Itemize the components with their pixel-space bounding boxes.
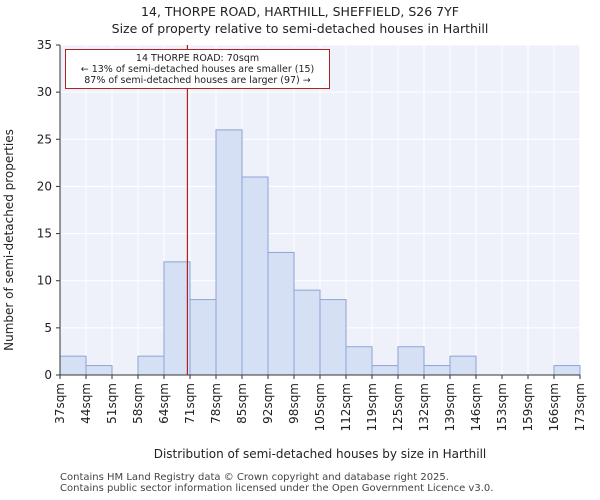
bar-132sqm [423, 365, 451, 376]
x-tick-label: 146sqm [469, 383, 483, 431]
annotation-box: 14 THORPE ROAD: 70sqm ← 13% of semi-deta… [65, 49, 330, 89]
y-axis-title: Number of semi-detached properties [2, 129, 16, 351]
x-tick-label: 44sqm [79, 383, 93, 424]
x-tick-label: 173sqm [573, 383, 587, 431]
bar-125sqm [397, 346, 425, 376]
x-tick-label: 105sqm [313, 383, 327, 431]
y-tick-label: 5 [44, 321, 52, 335]
annotation-line-2: ← 13% of semi-detached houses are smalle… [80, 64, 315, 75]
x-tick-label: 85sqm [235, 383, 249, 424]
bar-119sqm [371, 365, 399, 376]
footer-copyright: Contains HM Land Registry data © Crown c… [60, 472, 449, 483]
bar-85sqm [241, 176, 269, 376]
x-tick-label: 92sqm [261, 383, 275, 424]
chart-subtitle: Size of property relative to semi-detach… [111, 21, 489, 36]
bar-112sqm [345, 346, 373, 376]
bar-64sqm [163, 261, 191, 376]
y-tick-label: 20 [37, 179, 52, 193]
x-tick-label: 78sqm [209, 383, 223, 424]
y-tick-label: 10 [37, 274, 52, 288]
x-tick-label: 112sqm [339, 383, 353, 431]
x-tick-label: 125sqm [391, 383, 405, 431]
bar-98sqm [293, 289, 321, 376]
x-tick-label: 71sqm [183, 383, 197, 424]
x-tick-label: 119sqm [365, 383, 379, 431]
annotation-line-3: 87% of semi-detached houses are larger (… [84, 75, 311, 86]
bar-71sqm [189, 299, 217, 376]
chart-title: 14, THORPE ROAD, HARTHILL, SHEFFIELD, S2… [141, 4, 459, 19]
x-tick-label: 58sqm [131, 383, 145, 424]
bar-92sqm [267, 251, 295, 376]
x-tick-label: 51sqm [105, 383, 119, 424]
x-tick-label: 98sqm [287, 383, 301, 424]
bar-166sqm [553, 365, 581, 376]
x-tick-label: 166sqm [547, 383, 561, 431]
footer-licence: Contains public sector information licen… [60, 483, 494, 494]
bar-58sqm [137, 355, 165, 376]
x-tick-label: 139sqm [443, 383, 457, 431]
x-tick-label: 153sqm [495, 383, 509, 431]
bar-37sqm [59, 355, 87, 376]
annotation-line-1: 14 THORPE ROAD: 70sqm [135, 53, 260, 64]
y-tick-label: 25 [37, 132, 52, 146]
x-tick-label: 64sqm [157, 383, 171, 424]
x-tick-label: 37sqm [53, 383, 67, 424]
bar-78sqm [215, 129, 243, 376]
bar-139sqm [449, 355, 477, 376]
x-tick-label: 132sqm [417, 383, 431, 431]
x-tick-label: 159sqm [521, 383, 535, 431]
y-tick-label: 30 [37, 85, 52, 99]
y-tick-label: 0 [44, 368, 52, 382]
x-axis-title: Distribution of semi-detached houses by … [154, 447, 487, 461]
y-tick-label: 35 [37, 38, 52, 52]
y-tick-label: 15 [37, 227, 52, 241]
bar-44sqm [85, 365, 113, 376]
bar-105sqm [319, 299, 347, 376]
